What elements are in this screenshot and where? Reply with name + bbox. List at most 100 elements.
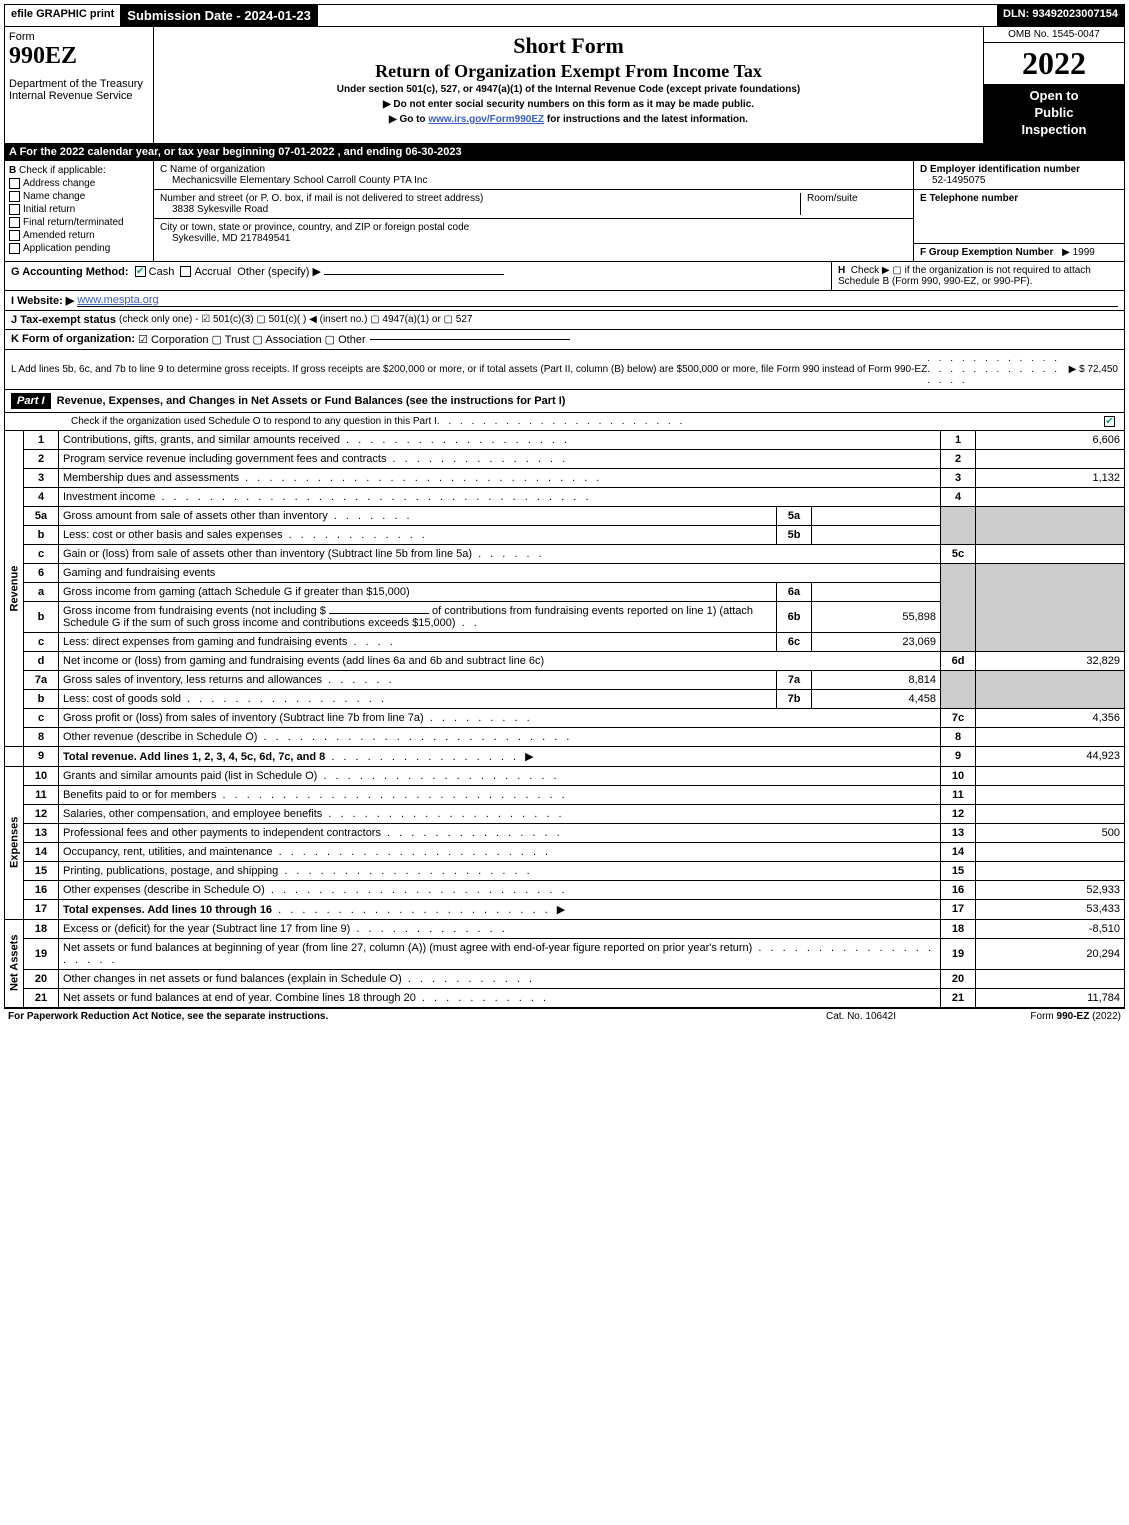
line-18-num: 18 <box>24 919 59 938</box>
row-i: I Website: ▶ www.mespta.org <box>4 291 1125 311</box>
footer-right: Form 990-EZ (2022) <box>961 1011 1121 1022</box>
g-accounting: G Accounting Method: Cash Accrual Other … <box>5 262 831 290</box>
line-6-desc: Gaming and fundraising events <box>59 563 941 582</box>
g-cash: Cash <box>149 266 175 278</box>
irs-link[interactable]: www.irs.gov/Form990EZ <box>428 114 544 125</box>
block-bcdef: B Check if applicable: Address change Na… <box>4 161 1125 262</box>
check-accrual[interactable] <box>180 266 191 277</box>
line-6b-mv: 55,898 <box>812 601 941 632</box>
line-21-rv: 11,784 <box>976 988 1125 1007</box>
efile-label[interactable]: efile GRAPHIC print <box>5 5 121 26</box>
f-label: F Group Exemption Number <box>920 247 1053 258</box>
line-6a-desc: Gross income from gaming (attach Schedul… <box>59 582 777 601</box>
line-6b-desc: Gross income from fundraising events (no… <box>59 601 777 632</box>
title-return: Return of Organization Exempt From Incom… <box>158 61 979 82</box>
k-text: ☑ Corporation ▢ Trust ▢ Association ▢ Ot… <box>138 333 366 346</box>
check-initial-return[interactable]: Initial return <box>9 204 149 215</box>
vert-netassets: Net Assets <box>5 919 24 1007</box>
website-link[interactable]: www.mespta.org <box>77 294 1118 307</box>
line-19-num: 19 <box>24 938 59 969</box>
line-21-num: 21 <box>24 988 59 1007</box>
line-13-desc: Professional fees and other payments to … <box>59 823 941 842</box>
line-7c-rn: 7c <box>941 708 976 727</box>
line-17-rn: 17 <box>941 899 976 919</box>
check-name-change[interactable]: Name change <box>9 191 149 202</box>
line-2-desc: Program service revenue including govern… <box>59 449 941 468</box>
line-16-desc: Other expenses (describe in Schedule O) … <box>59 880 941 899</box>
line-7c-rv: 4,356 <box>976 708 1125 727</box>
line-5c-num: c <box>24 544 59 563</box>
row-l: L Add lines 5b, 6c, and 7b to line 9 to … <box>4 350 1125 390</box>
part-i-check: Check if the organization used Schedule … <box>4 413 1125 431</box>
under-section: Under section 501(c), 527, or 4947(a)(1)… <box>158 84 979 95</box>
line-17-desc: Total expenses. Add lines 10 through 16 … <box>59 899 941 919</box>
check-application-pending[interactable]: Application pending <box>9 243 149 254</box>
top-bar: efile GRAPHIC print Submission Date - 20… <box>4 4 1125 27</box>
ein-value: 52-1495075 <box>920 175 985 186</box>
line-4-num: 4 <box>24 487 59 506</box>
check-schedule-o[interactable] <box>1104 416 1115 427</box>
line-14-rv <box>976 842 1125 861</box>
line-7b-mv: 4,458 <box>812 689 941 708</box>
line-2-rv <box>976 449 1125 468</box>
line-16-num: 16 <box>24 880 59 899</box>
line-14-desc: Occupancy, rent, utilities, and maintena… <box>59 842 941 861</box>
line-4-desc: Investment income . . . . . . . . . . . … <box>59 487 941 506</box>
d-ein: D Employer identification number 52-1495… <box>914 161 1124 190</box>
line-5b-num: b <box>24 525 59 544</box>
l-text: L Add lines 5b, 6c, and 7b to line 9 to … <box>11 364 927 375</box>
f-group: F Group Exemption Number ▶ 1999 <box>914 244 1124 261</box>
line-7b-mn: 7b <box>777 689 812 708</box>
goto-pre: ▶ Go to <box>389 114 428 125</box>
c-name-row: C Name of organization Mechanicsville El… <box>154 161 913 190</box>
line-5ab-grey <box>941 506 976 544</box>
col-b: B Check if applicable: Address change Na… <box>5 161 154 261</box>
line-7a-num: 7a <box>24 670 59 689</box>
check-cash[interactable] <box>135 266 146 277</box>
line-3-num: 3 <box>24 468 59 487</box>
g-accrual: Accrual <box>194 266 231 278</box>
line-6-num: 6 <box>24 563 59 582</box>
e-label: E Telephone number <box>920 193 1018 204</box>
line-14-rn: 14 <box>941 842 976 861</box>
line-5a-num: 5a <box>24 506 59 525</box>
header-left: Form 990EZ Department of the Treasury In… <box>5 27 154 143</box>
check-address-change[interactable]: Address change <box>9 178 149 189</box>
part-i-label: Part I <box>11 393 51 409</box>
line-10-num: 10 <box>24 766 59 785</box>
line-5a-mv <box>812 506 941 525</box>
line-11-rn: 11 <box>941 785 976 804</box>
f-value: ▶ 1999 <box>1056 247 1095 258</box>
line-10-rv <box>976 766 1125 785</box>
inspection-box: Open to Public Inspection <box>984 84 1124 143</box>
line-3-desc: Membership dues and assessments . . . . … <box>59 468 941 487</box>
line-19-desc: Net assets or fund balances at beginning… <box>59 938 941 969</box>
line-18-desc: Excess or (deficit) for the year (Subtra… <box>59 919 941 938</box>
line-7c-desc: Gross profit or (loss) from sales of inv… <box>59 708 941 727</box>
vert-revenue: Revenue <box>5 431 24 747</box>
line-7c-num: c <box>24 708 59 727</box>
line-6-grey <box>941 563 976 651</box>
line-2-rn: 2 <box>941 449 976 468</box>
line-9-num: 9 <box>24 746 59 766</box>
b-label: B <box>9 165 16 176</box>
line-8-desc: Other revenue (describe in Schedule O) .… <box>59 727 941 746</box>
vert-rev-end <box>5 746 24 766</box>
instruction-no-ssn: ▶ Do not enter social security numbers o… <box>158 99 979 110</box>
line-7ab-grey <box>941 670 976 708</box>
k-label: K Form of organization: <box>11 333 135 345</box>
line-7b-num: b <box>24 689 59 708</box>
line-15-num: 15 <box>24 861 59 880</box>
line-12-desc: Salaries, other compensation, and employ… <box>59 804 941 823</box>
j-label: J Tax-exempt status <box>11 314 116 326</box>
check-final-return[interactable]: Final return/terminated <box>9 217 149 228</box>
line-8-num: 8 <box>24 727 59 746</box>
line-13-rv: 500 <box>976 823 1125 842</box>
line-13-num: 13 <box>24 823 59 842</box>
footer-cat: Cat. No. 10642I <box>761 1011 961 1022</box>
line-14-num: 14 <box>24 842 59 861</box>
line-7a-mv: 8,814 <box>812 670 941 689</box>
top-spacer <box>318 5 997 26</box>
check-amended-return[interactable]: Amended return <box>9 230 149 241</box>
vert-expenses: Expenses <box>5 766 24 919</box>
